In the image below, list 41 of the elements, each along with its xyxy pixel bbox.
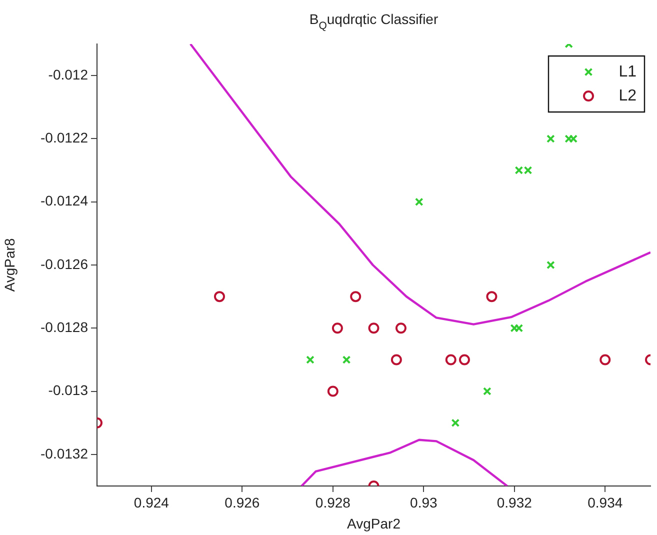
y-tick-label: -0.0124 [40,192,88,209]
point [546,260,555,270]
point [486,291,498,302]
x-tick-label: 0.932 [496,494,532,510]
y-tick-label: -0.0126 [40,256,88,272]
y-tick-label: -0.012 [48,66,88,82]
x-axis-title: AvgPar2 [347,515,401,532]
y-tick-label: -0.0128 [40,319,88,335]
point [214,291,225,302]
point [546,134,555,143]
point [482,387,492,396]
point [395,322,406,334]
legend-label: L2 [618,87,637,104]
point [600,354,611,366]
point [342,356,351,364]
point [350,291,362,302]
point [414,198,424,206]
point [569,134,578,143]
point [332,322,343,334]
point [524,166,532,174]
point [564,134,574,143]
x-tick-label: 0.93 [410,494,438,510]
x-tick-label: 0.928 [315,494,351,510]
x-tick-label: 0.934 [588,494,623,510]
point [390,354,402,366]
y-axis-title: AvgPar8 [1,238,18,292]
point [451,418,460,428]
point [458,354,470,366]
y-tick-label: -0.0122 [40,130,88,146]
legend-label: L1 [618,63,637,80]
point [306,356,314,364]
x-tick-label: 0.926 [224,494,260,510]
y-tick-label: -0.0132 [40,445,88,462]
point [510,324,519,332]
x-tick-label: 0.924 [134,494,170,510]
point [514,324,524,332]
point [445,354,456,366]
y-tick-label: -0.013 [48,382,88,398]
point [327,386,338,397]
point [514,166,524,174]
point [368,322,380,334]
